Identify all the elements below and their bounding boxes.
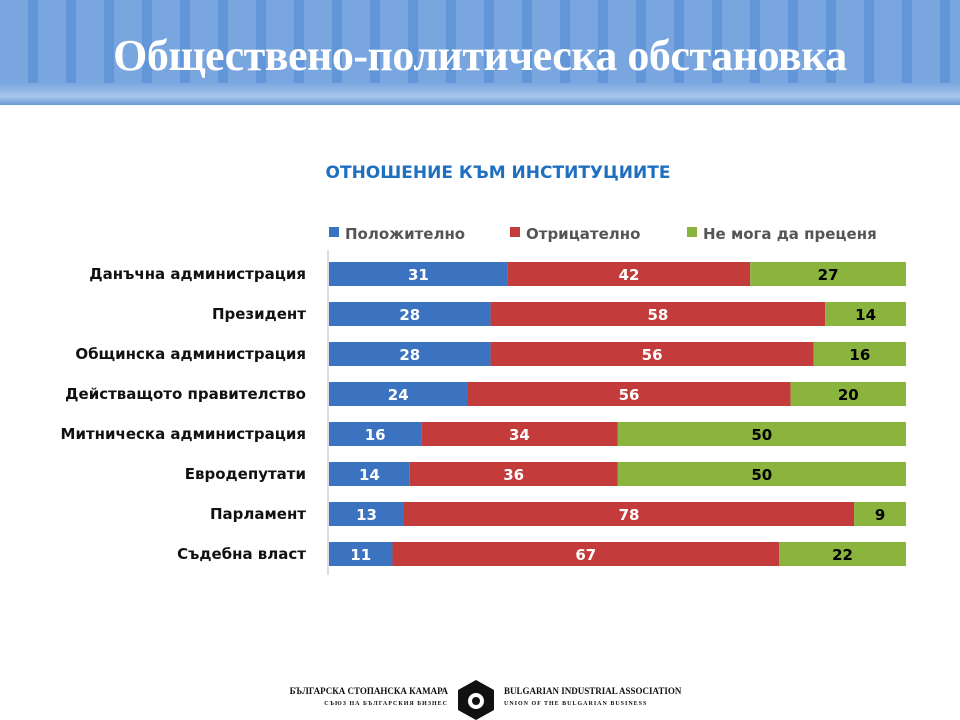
chart-title: ОТНОШЕНИЕ КЪМ ИНСТИТУЦИИТЕ: [325, 163, 671, 183]
data-label: 24: [388, 386, 409, 404]
page-title: Обществено-политическа обстановка: [113, 31, 847, 80]
legend-swatch: [687, 227, 697, 237]
bar-segment: [507, 262, 751, 286]
bar-segment: [617, 422, 906, 446]
bar-segment: [404, 502, 855, 526]
bar-segment: [490, 302, 826, 326]
bar-segment: [854, 502, 906, 526]
bar-segment: [750, 262, 906, 286]
category-label: Президент: [212, 305, 306, 323]
data-label: 13: [356, 506, 377, 524]
bar-segment: [329, 422, 422, 446]
bar-segment: [329, 302, 491, 326]
bar-segment: [329, 382, 468, 406]
bar-segment: [467, 382, 791, 406]
category-label: Митническа администрация: [61, 425, 306, 443]
category-label: Общинска администрация: [75, 345, 306, 363]
data-label: 58: [647, 306, 668, 324]
data-label: 56: [619, 386, 640, 404]
legend-swatch: [329, 227, 339, 237]
logo-bg-line1: БЪЛГАРСКА СТОПАНСКА КАМАРА: [289, 686, 448, 696]
bar-segment: [617, 462, 906, 486]
data-label: 16: [849, 346, 870, 364]
data-label: 28: [399, 346, 420, 364]
bar-segment: [329, 462, 410, 486]
data-label: 50: [751, 426, 772, 444]
category-label: Съдебна власт: [177, 545, 306, 563]
data-label: 27: [818, 266, 839, 284]
bar-segment: [329, 342, 491, 366]
data-label: 14: [359, 466, 380, 484]
data-label: 34: [509, 426, 530, 444]
category-label: Данъчна администрация: [89, 265, 306, 283]
bar-segment: [813, 342, 906, 366]
data-label: 9: [875, 506, 885, 524]
logo-en-line1: BULGARIAN INDUSTRIAL ASSOCIATION: [504, 686, 682, 696]
legend-label: Положително: [345, 225, 465, 243]
data-label: 14: [855, 306, 876, 324]
category-label: Евродепутати: [185, 465, 306, 483]
category-label: Парламент: [210, 505, 306, 523]
data-label: 50: [751, 466, 772, 484]
legend-swatch: [510, 227, 520, 237]
category-label: Действащото правителство: [65, 385, 306, 403]
bar-segment: [329, 262, 508, 286]
bar-segment: [409, 462, 618, 486]
bar-segment: [490, 342, 814, 366]
legend-label: Отрицателно: [526, 225, 640, 243]
stacked-bar-chart: Положително Отрицателно Не мога да преценя…: [61, 225, 906, 575]
logo-emblem-icon: [458, 680, 494, 720]
bar-segment: [779, 542, 906, 566]
data-label: 28: [399, 306, 420, 324]
legend-label: Не мога да преценя: [703, 225, 877, 243]
data-label: 78: [619, 506, 640, 524]
logo-bg-line2: СЪЮЗ НА БЪЛГАРСКИЯ БИЗНЕС: [324, 701, 448, 707]
data-label: 20: [838, 386, 859, 404]
logo: БЪЛГАРСКА СТОПАНСКА КАМАРА СЪЮЗ НА БЪЛГА…: [250, 680, 710, 720]
bar-segment: [825, 302, 906, 326]
data-label: 22: [832, 546, 853, 564]
bar-segment: [329, 502, 405, 526]
data-label: 11: [350, 546, 371, 564]
bar-segment: [329, 542, 393, 566]
data-label: 31: [408, 266, 429, 284]
bar-segment: [790, 382, 906, 406]
data-label: 42: [619, 266, 640, 284]
data-label: 67: [575, 546, 596, 564]
logo-en-line2: UNION OF THE BULGARIAN BUSINESS: [504, 701, 648, 707]
bar-segment: [392, 542, 780, 566]
data-label: 56: [642, 346, 663, 364]
data-label: 16: [365, 426, 386, 444]
header-banner: [0, 0, 960, 105]
data-label: 36: [503, 466, 524, 484]
bar-segment: [421, 422, 618, 446]
